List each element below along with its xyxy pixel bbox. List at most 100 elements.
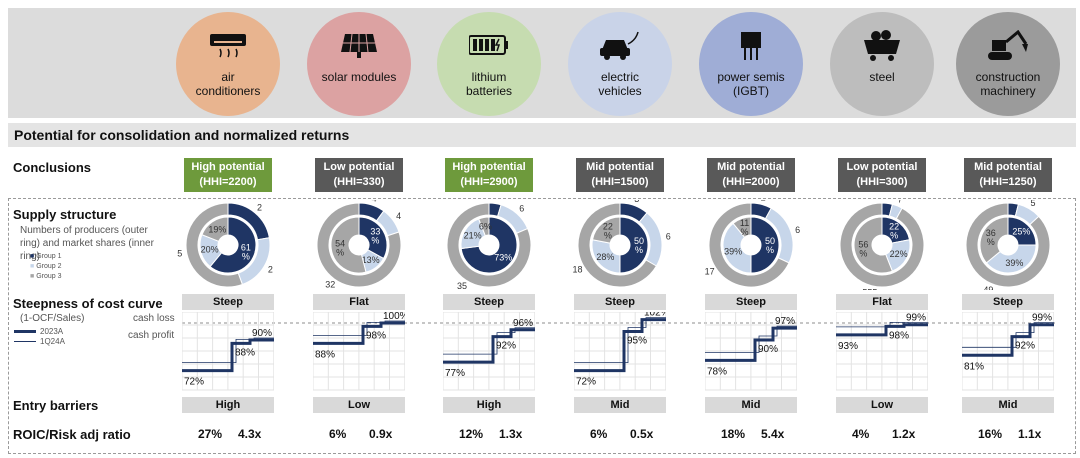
inner-ring-label: 22% (890, 249, 908, 259)
conclusion-box: Mid potential (HHI=1250) (964, 158, 1052, 192)
inner-ring-slice (619, 216, 649, 274)
curve-pill: Steep (705, 294, 797, 310)
inner-ring-slice (460, 216, 518, 274)
series-1q24a (182, 337, 274, 363)
inner-ring-label: 50% (634, 236, 644, 255)
inner-ring-slice (330, 216, 367, 274)
series-2023a (313, 321, 405, 345)
curve-pill: Steep (574, 294, 666, 310)
curve-label: 97% (775, 316, 795, 327)
supply-donut: 3 6 18 50% 28% 22% (573, 200, 671, 288)
industry-label: air conditioners (195, 70, 261, 98)
curve-label: 88% (235, 347, 255, 358)
inner-ring-label: 61% (241, 242, 251, 261)
outer-ring-label: 18 (573, 265, 583, 275)
risk-adj-value: 0.5x (630, 427, 654, 441)
inner-ring-label: 21% (464, 230, 482, 240)
supply-donut: 2 2 5 61 % 20% 19% (177, 202, 273, 288)
outer-ring-slice (839, 202, 925, 288)
curve-label: 93% (838, 341, 858, 352)
outer-ring-label: 49 (983, 285, 993, 290)
supply-donut: 1 5 49 25% 39% 36% (965, 200, 1051, 290)
hhi-text: (HHI=300) (856, 176, 908, 188)
cost-curve: 72% 95% 102% (574, 312, 666, 391)
inner-ring-label: 20% (201, 245, 219, 255)
curve-label: 90% (252, 328, 272, 339)
outer-ring-label: 5 (177, 249, 182, 259)
supply-donut: 4 4 32 33% 13% 54% (316, 200, 402, 290)
cost-curve: 77% 92% 96% (443, 312, 535, 391)
inner-ring-label: 33% (370, 226, 380, 245)
inner-ring-label: 25% (1012, 227, 1030, 237)
roic-value: 6% (329, 427, 347, 441)
detail-box (8, 198, 1076, 454)
curve-label: 95% (627, 336, 647, 347)
entry-pill: Low (313, 397, 405, 413)
conclusion-box: Low potential (HHI=330) (315, 158, 403, 192)
inner-ring-slice (591, 239, 621, 274)
cost-curve: 72% 88% 90% (182, 312, 274, 391)
curve-label: 96% (513, 318, 533, 329)
series-1q24a (705, 325, 797, 353)
risk-adj-value: 1.3x (499, 427, 523, 441)
conclusion-text: Mid potential (974, 161, 1042, 173)
cost-curve: 93% 98% 99% (836, 312, 928, 391)
legend-group-2: ■ Group 2 (30, 263, 62, 270)
outer-ring-label: 7 (897, 200, 902, 204)
industry-circle: steel (830, 12, 934, 116)
banner-title: Potential for consolidation and normaliz… (14, 127, 350, 143)
outer-ring-label: 6 (795, 225, 800, 235)
inner-ring-label: 39% (1005, 258, 1023, 268)
outer-ring-slice (965, 202, 1051, 288)
curve-label: 98% (366, 330, 386, 341)
inner-ring-label: 22% (603, 221, 613, 240)
curve-label: 99% (906, 313, 926, 324)
inner-ring-slice (209, 216, 257, 274)
conclusion-box: High potential (HHI=2200) (184, 158, 272, 192)
inner-ring-label: 54% (335, 238, 345, 257)
solar-panel-icon (341, 33, 377, 58)
air-conditioner-icon (210, 34, 246, 58)
conclusion-text: Low potential (323, 161, 395, 173)
hhi-text: (HHI=1250) (979, 176, 1037, 188)
inner-ring-slice (979, 216, 1009, 264)
conclusion-text: High potential (191, 161, 265, 173)
conclusion-text: Mid potential (717, 161, 785, 173)
outer-ring-label: 2 (494, 200, 499, 202)
entry-pill: High (443, 397, 535, 413)
series-2023a (836, 323, 928, 337)
outer-ring-label: 2 (761, 200, 766, 203)
banner: Potential for consolidation and normaliz… (8, 123, 1076, 147)
outer-ring-slice (316, 202, 402, 288)
industry-label: lithium batteries (465, 70, 513, 98)
inner-ring-slice (478, 216, 490, 237)
outer-ring-slice (446, 202, 532, 288)
supply-note: Numbers of producers (outer ring) and ma… (20, 225, 154, 262)
risk-adj-value: 0.9x (369, 427, 393, 441)
outer-ring-label: 2 (268, 265, 273, 275)
risk-adj-value: 5.4x (761, 427, 785, 441)
cash-loss-label: cash loss (133, 313, 175, 324)
curve-label: 78% (707, 366, 727, 377)
supply-donut: 3 7 555 22% 22% 56% (839, 200, 925, 290)
outer-ring-label: 6 (519, 204, 524, 214)
supply-label: Supply structure (13, 207, 117, 222)
conclusion-text: High potential (452, 161, 526, 173)
outer-ring-label: 5 (1030, 200, 1035, 208)
outer-ring-label: 4 (396, 211, 401, 221)
hhi-text: (HHI=330) (333, 176, 385, 188)
inner-ring-label: 19% (208, 224, 226, 234)
inner-ring-slice (853, 216, 893, 274)
risk-adj-value: 1.2x (892, 427, 916, 441)
cost-curve: 88% 98% 100% (313, 312, 405, 391)
conclusion-box: High potential (HHI=2900) (445, 158, 533, 192)
cost-curve: 78% 90% 97% (705, 312, 797, 391)
curve-label: 100% (383, 312, 405, 322)
series-1q24a (836, 322, 928, 328)
risk-adj-value: 4.3x (238, 427, 262, 441)
series-1q24a (962, 322, 1054, 348)
industry-circle: electric vehicles (568, 12, 672, 116)
outer-ring-label: 17 (705, 266, 715, 276)
excavator-icon (988, 30, 1028, 60)
conclusion-box: Mid potential (HHI=1500) (576, 158, 664, 192)
